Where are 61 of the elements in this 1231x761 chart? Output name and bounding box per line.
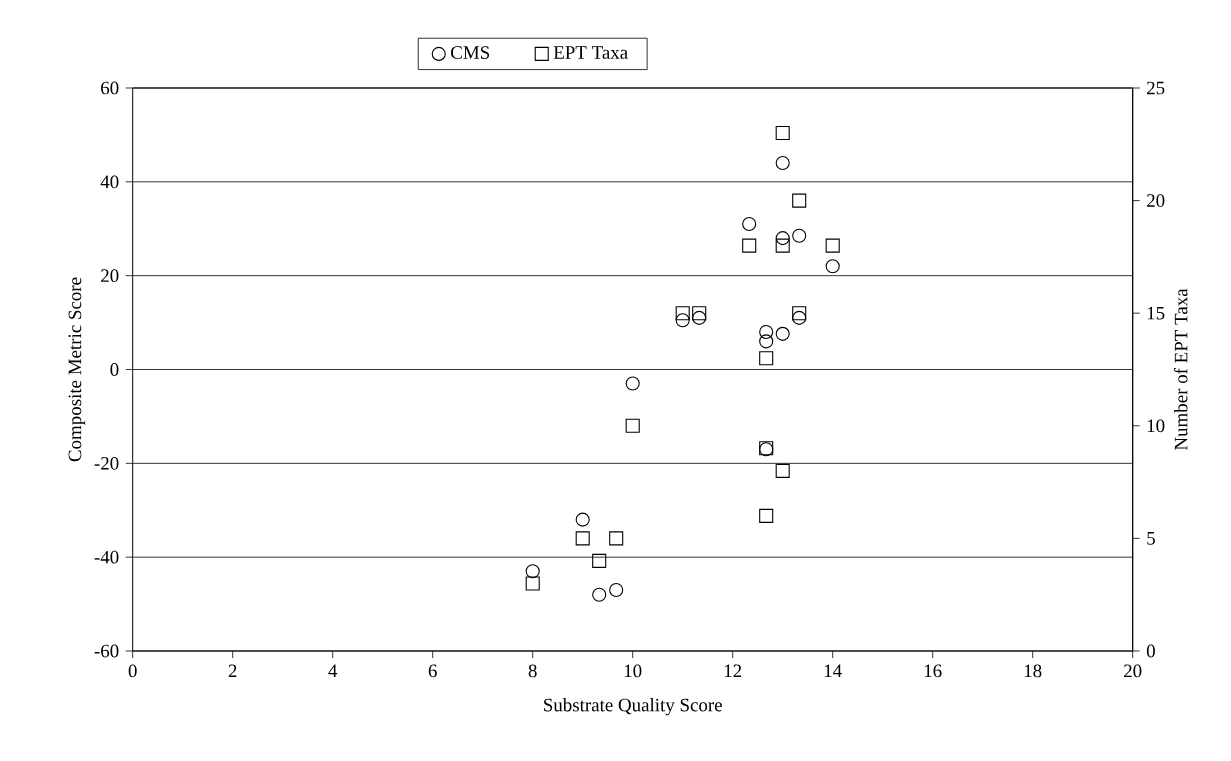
point xyxy=(759,324,774,340)
x-axis-title: Substrate Quality Score xyxy=(544,698,722,716)
point xyxy=(742,217,757,232)
x-tick-label: 18 xyxy=(1024,664,1042,678)
point xyxy=(742,238,757,253)
point xyxy=(692,310,707,325)
point xyxy=(775,125,790,141)
point xyxy=(592,587,607,602)
y2-tick-label: 20 xyxy=(1147,194,1165,207)
legend-label: CMS xyxy=(451,46,490,59)
point xyxy=(792,306,807,321)
y-axis-title: Composite Metric Score xyxy=(68,277,86,462)
point xyxy=(792,228,807,243)
y-tick-label: -40 xyxy=(94,550,119,564)
x-tick-label: 6 xyxy=(428,664,437,678)
x-tick-label: 4 xyxy=(328,664,338,677)
point xyxy=(625,376,640,391)
point xyxy=(609,582,624,598)
y2-tick-label: 10 xyxy=(1147,419,1165,433)
point xyxy=(775,238,790,253)
y-tick-label: 20 xyxy=(101,269,119,283)
point xyxy=(792,310,807,325)
point xyxy=(675,306,690,321)
point xyxy=(775,231,790,246)
y-tick-label: -60 xyxy=(94,644,119,658)
y-tick-label: 40 xyxy=(100,175,119,189)
y-tick-label: 0 xyxy=(110,363,119,376)
point xyxy=(775,463,790,478)
point xyxy=(775,156,790,171)
point xyxy=(759,334,774,349)
point xyxy=(575,512,590,527)
point xyxy=(792,193,807,208)
x-tick-label: 0 xyxy=(128,664,137,678)
point xyxy=(592,553,607,568)
y-tick-label: -20 xyxy=(94,456,119,470)
legend-label: EPT Taxa xyxy=(553,46,628,59)
point xyxy=(825,238,840,253)
point xyxy=(759,508,774,523)
x-tick-label: 12 xyxy=(724,664,742,678)
y2-tick-label: 0 xyxy=(1146,644,1155,658)
x-tick-label: 16 xyxy=(924,664,942,678)
point xyxy=(625,418,640,433)
point xyxy=(575,531,590,546)
x-tick-label: 8 xyxy=(528,664,537,678)
x-tick-label: 2 xyxy=(228,664,237,678)
y-tick-label: 60 xyxy=(101,81,119,95)
y2-tick-label: 15 xyxy=(1147,306,1165,320)
x-tick-label: 10 xyxy=(624,664,642,678)
point xyxy=(675,313,690,328)
y2-axis-title: Number of EPT Taxa xyxy=(1173,288,1188,451)
point xyxy=(825,259,840,274)
point xyxy=(525,564,540,579)
point xyxy=(609,531,624,546)
y2-tick-label: 25 xyxy=(1147,81,1165,95)
point xyxy=(692,306,707,321)
point xyxy=(775,326,790,341)
x-tick-label: 14 xyxy=(824,664,842,677)
x-tick-label: 20 xyxy=(1124,664,1142,678)
point xyxy=(525,576,540,591)
point xyxy=(759,351,774,366)
y2-tick-label: 5 xyxy=(1147,532,1155,545)
